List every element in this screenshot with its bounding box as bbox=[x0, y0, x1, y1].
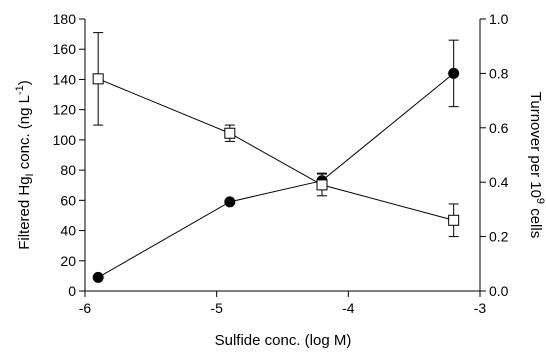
y-right-tick-label: 0.4 bbox=[489, 174, 509, 190]
y-left-tick-label: 180 bbox=[53, 11, 77, 27]
y-right-tick-label: 0.6 bbox=[489, 120, 509, 136]
x-tick-label: -3 bbox=[474, 300, 487, 316]
series-2-line bbox=[97, 78, 454, 221]
y-right-title-superscript: 9 bbox=[534, 198, 546, 204]
data-point-circle bbox=[224, 196, 236, 208]
y-left-tick-label: 160 bbox=[53, 41, 77, 57]
y-right-tick-label: 0.8 bbox=[489, 65, 509, 81]
y-left-tick-label: 100 bbox=[53, 132, 77, 148]
x-axis-title: Sulfide conc. (log M) bbox=[215, 332, 352, 349]
y-left-tick-label: 60 bbox=[60, 192, 76, 208]
series-2 bbox=[92, 32, 460, 238]
data-point-square bbox=[316, 179, 328, 191]
y-left-title-suffix: ) bbox=[16, 80, 33, 85]
series-1-line bbox=[97, 73, 454, 278]
y-right-title-prefix: Turnover per 10 bbox=[527, 92, 544, 198]
y-right-title-suffix: cells bbox=[527, 204, 544, 238]
y-left-tick-label: 80 bbox=[60, 162, 76, 178]
x-tick-label: -5 bbox=[210, 300, 223, 316]
series-layer bbox=[92, 32, 460, 283]
y-left-title-prefix: Filtered Hg bbox=[16, 176, 33, 249]
series-1 bbox=[92, 39, 460, 283]
data-point-square bbox=[448, 214, 460, 226]
axes: 0 20 40 60 80 100 120 140 160 180 0.0 0.2 0.4 0.6 0.8 1… bbox=[53, 11, 509, 316]
x-tick-label: -6 bbox=[79, 300, 92, 316]
y-right-tick-label: 1.0 bbox=[489, 11, 509, 27]
y-left-title-superscript: -1 bbox=[14, 85, 26, 95]
y-right-tick-label: 0.2 bbox=[489, 229, 509, 245]
y-left-tick-label: 120 bbox=[53, 102, 77, 118]
y-right-axis-title: Turnover per 109 cells bbox=[527, 92, 546, 238]
y-left-tick-label: 40 bbox=[60, 223, 76, 239]
data-point-circle bbox=[92, 271, 104, 283]
y-left-axis-title: Filtered HgI conc. (ng L-1) bbox=[14, 80, 36, 250]
data-point-circle bbox=[448, 67, 460, 79]
y-left-tick-label: 0 bbox=[68, 283, 76, 299]
data-point-square bbox=[224, 127, 236, 139]
x-tick-label: -4 bbox=[342, 300, 355, 316]
y-right-tick-label: 0.0 bbox=[489, 283, 509, 299]
y-left-tick-label: 140 bbox=[53, 71, 77, 87]
y-left-title-mid: conc. (ng L bbox=[16, 95, 33, 173]
y-left-title-subscript: I bbox=[24, 173, 36, 176]
data-point-square bbox=[92, 73, 104, 85]
y-left-tick-label: 20 bbox=[60, 253, 76, 269]
